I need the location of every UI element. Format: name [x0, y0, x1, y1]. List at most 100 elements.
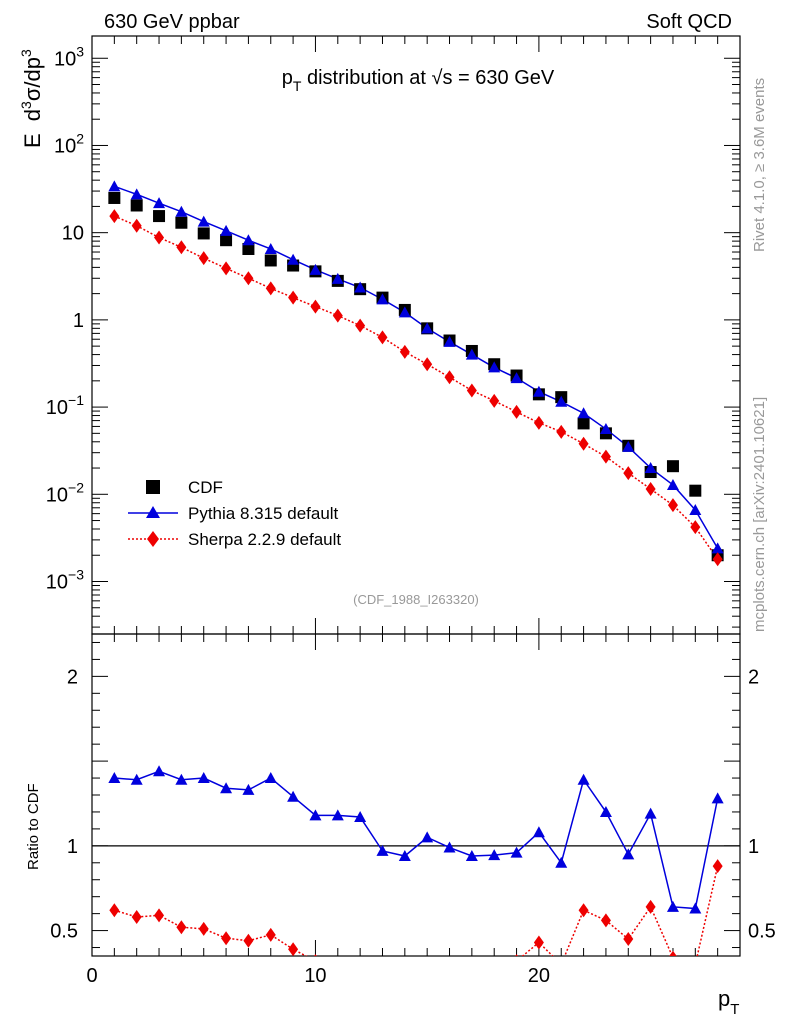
main-y-tick-label: 102	[54, 130, 84, 157]
pythia-point	[130, 188, 143, 200]
sherpa-ratio-point	[600, 913, 611, 928]
sherpa-point	[466, 383, 477, 398]
sherpa-point	[533, 415, 544, 430]
sherpa-point	[355, 318, 366, 333]
pythia-ratio-point	[443, 841, 456, 853]
ratio-y-tick-label-left: 0.5	[50, 921, 78, 943]
sherpa-point	[243, 271, 254, 286]
sherpa-point	[667, 498, 678, 513]
title-subscript-t: T	[293, 78, 302, 94]
sherpa-ratio-point	[422, 971, 432, 985]
pythia-ratio-point	[309, 809, 322, 821]
sherpa-ratio-point	[288, 942, 299, 956]
sherpa-ratio-point	[314, 954, 317, 956]
ratio-plot-frame	[91, 633, 741, 957]
sherpa-point	[623, 466, 634, 481]
pythia-point	[197, 215, 210, 227]
sherpa-point	[690, 520, 701, 535]
pythia-ratio-point	[555, 856, 568, 868]
cdf-point	[197, 227, 210, 240]
main-y-tick-label: 103	[54, 43, 84, 70]
sherpa-point	[600, 449, 611, 464]
title-p: p	[282, 67, 293, 89]
pythia-point	[309, 263, 322, 275]
sherpa-point	[422, 357, 433, 372]
pythia-ratio-point	[264, 772, 277, 784]
sherpa-ratio-point	[515, 954, 518, 956]
sherpa-ratio-point	[623, 932, 634, 947]
sherpa-ratio-point	[221, 931, 232, 946]
pythia-point	[287, 253, 300, 265]
pythia-ratio-point	[287, 790, 300, 802]
sherpa-ratio-point	[243, 933, 254, 948]
sherpa-ratio-point	[467, 974, 477, 988]
pythia-point	[465, 348, 478, 360]
cdf-point	[175, 216, 188, 229]
sherpa-point	[444, 370, 455, 385]
pythia-ratio-line	[114, 770, 719, 910]
sherpa-point	[332, 308, 343, 323]
pythia-point	[376, 293, 389, 305]
pythia-ratio-point	[711, 792, 724, 804]
sherpa-point	[556, 424, 567, 439]
sherpa-point	[489, 393, 500, 408]
pythia-main-line	[114, 185, 719, 549]
svg-text:E d3σ/dp3: E d3σ/dp3	[18, 49, 45, 148]
ratio-y-tick-label-left: 1	[67, 836, 78, 858]
main-y-tick-label: 10−2	[46, 479, 84, 506]
cdf-point	[577, 417, 590, 430]
pythia-point	[153, 197, 166, 209]
pythia-ratio-point	[532, 826, 545, 838]
cdf-point	[153, 210, 166, 223]
pythia-point	[220, 224, 233, 236]
sherpa-ratio-point	[578, 903, 589, 918]
ratio-y-tick-label-right: 2	[748, 666, 759, 688]
sherpa-point	[645, 481, 656, 496]
legend-sherpa-marker	[147, 531, 159, 547]
pythia-ratio-point	[465, 850, 478, 862]
pythia-point	[398, 306, 411, 318]
legend-sherpa-label: Sherpa 2.2.9 default	[188, 530, 341, 549]
sherpa-point	[221, 261, 232, 276]
pythia-ratio-point	[153, 765, 166, 777]
sherpa-ratio-point	[265, 927, 276, 942]
legend-pythia-marker	[146, 506, 160, 518]
pythia-ratio-point	[175, 773, 188, 785]
ratio-y-axis-label-group: Ratio to CDF	[25, 783, 42, 870]
pythia-point	[443, 335, 456, 347]
legend: CDF Pythia 8.315 default Sherpa 2.2.9 de…	[128, 478, 341, 549]
title-rest: distribution at	[301, 67, 431, 89]
ratio-y-tick-label-right: 1	[748, 836, 759, 858]
x-tick-label: 0	[86, 965, 97, 987]
cdf-point	[108, 191, 121, 204]
legend-cdf-marker	[146, 480, 160, 494]
pythia-point	[555, 395, 568, 407]
mcplots-label: mcplots.cern.ch [arXiv:2401.10621]	[751, 397, 768, 632]
pythia-ratio-point	[197, 772, 210, 784]
pythia-point	[622, 440, 635, 452]
sherpa-point	[265, 281, 276, 296]
pythia-point	[421, 322, 434, 334]
pythia-point	[599, 423, 612, 435]
cdf-point	[242, 242, 255, 255]
sherpa-ratio-point	[333, 957, 343, 971]
pythia-ratio-point	[354, 811, 367, 823]
sherpa-ratio-point	[445, 974, 455, 988]
analysis-id: (CDF_1988_I263320)	[353, 592, 479, 607]
sherpa-ratio-point	[556, 957, 566, 971]
pythia-ratio-point	[376, 844, 389, 856]
sherpa-ratio-point	[533, 935, 544, 950]
pythia-ratio-point	[666, 900, 679, 912]
main-y-tick-label: 10	[62, 223, 84, 245]
pythia-ratio-point	[398, 850, 411, 862]
cdf-point	[264, 254, 277, 267]
pythia-point	[331, 272, 344, 284]
sherpa-ratio-point	[669, 950, 677, 956]
cdf-point	[689, 484, 702, 497]
ratio-y-axis-label: Ratio to CDF	[25, 783, 42, 870]
pythia-ratio-point	[242, 783, 255, 795]
ratio-y-tick-label-left: 2	[67, 666, 78, 688]
sherpa-ratio-point	[400, 968, 410, 982]
pythia-point	[532, 385, 545, 397]
